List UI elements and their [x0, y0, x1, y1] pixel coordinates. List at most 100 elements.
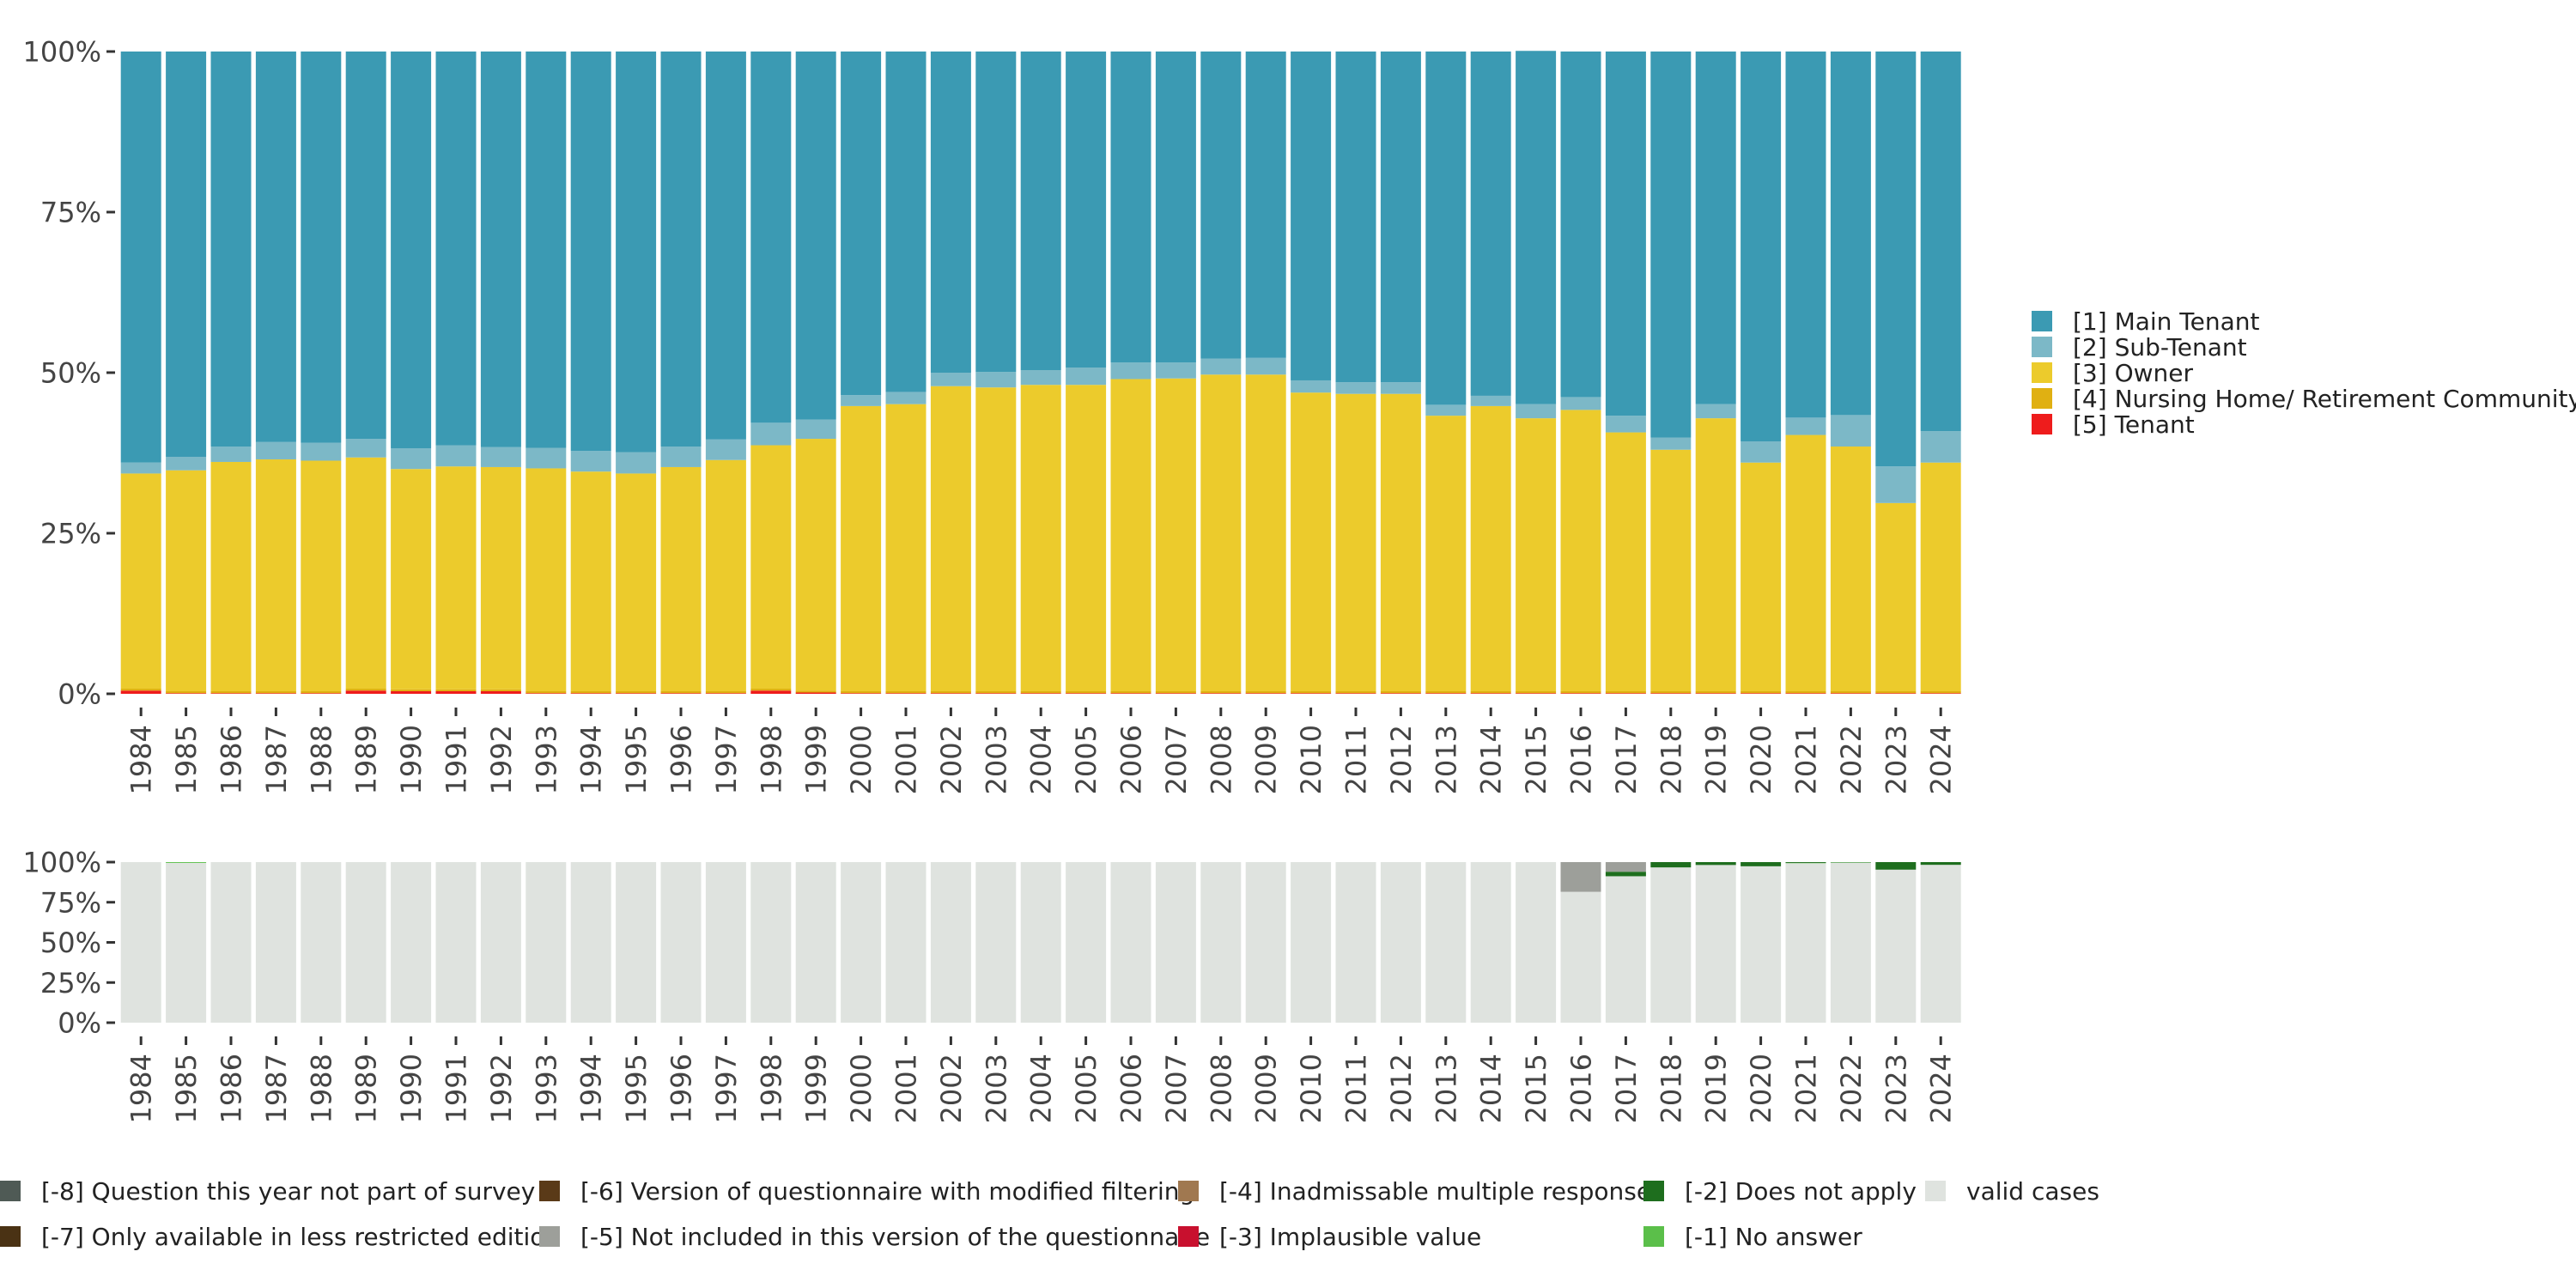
main-bar-2023-2-sub-tenant	[1875, 466, 1917, 503]
main-bar-1992-4-nursing-home-retirement-community	[480, 689, 521, 692]
missing-x-tick-label: 1995	[620, 1054, 653, 1123]
main-bar-2022-1-main-tenant	[1830, 52, 1871, 416]
main-x-tick-label: 1996	[665, 725, 698, 794]
missing-bar-2013-valid-cases	[1425, 862, 1467, 1023]
missing-bar-1993-valid-cases	[526, 862, 567, 1023]
main-bar-1984-5-tenant	[120, 690, 161, 694]
main-x-tick-label: 1997	[710, 725, 743, 794]
main-bar-2008-5-tenant	[1200, 693, 1242, 694]
main-bar-1994-5-tenant	[570, 693, 611, 694]
main-bar-2002-5-tenant	[930, 693, 971, 694]
main-bar-1999-4-nursing-home-retirement-community	[795, 690, 836, 693]
missing-x-tick-label: 2022	[1835, 1054, 1868, 1123]
missing-bar-1991-valid-cases	[435, 862, 477, 1023]
main-bar-1996-2-sub-tenant	[660, 447, 702, 467]
missing-bar-2009-valid-cases	[1245, 862, 1286, 1023]
missing-bar-1994-valid-cases	[570, 862, 611, 1023]
missing-x-tick-label: 1988	[305, 1054, 337, 1123]
main-bar-1989-1-main-tenant	[345, 52, 386, 440]
missing-legend-swatch-2-does-not-apply	[1643, 1181, 1664, 1201]
main-bar-2017-4-nursing-home-retirement-community	[1605, 691, 1646, 694]
missing-legend-label-5-not-included-in-this-version-of-the-questionnaire: [-5] Not included in this version of the…	[580, 1223, 1210, 1251]
main-bar-2024-5-tenant	[1920, 693, 1961, 694]
main-bar-2011-2-sub-tenant	[1335, 382, 1376, 394]
main-bar-2014-1-main-tenant	[1470, 52, 1511, 396]
main-x-tick-label: 2009	[1250, 725, 1283, 794]
main-bar-2015-2-sub-tenant	[1516, 404, 1557, 419]
missing-chart-x-axis: 1984 1985 1986 1987 1988 1989 1990 1991 1992 1993…	[125, 1036, 1958, 1123]
missing-x-tick-label: 2004	[1025, 1054, 1058, 1123]
main-bar-1984-2-sub-tenant	[120, 462, 161, 474]
main-bar-2019-4-nursing-home-retirement-community	[1695, 691, 1736, 694]
main-bar-2005-2-sub-tenant	[1066, 368, 1107, 386]
missing-x-tick-label: 2024	[1925, 1054, 1958, 1123]
main-bar-1993-4-nursing-home-retirement-community	[526, 691, 567, 694]
main-bar-1992-3-owner	[480, 466, 521, 690]
missing-x-tick-label: 2011	[1340, 1054, 1373, 1123]
missing-legend-label-7-only-available-in-less-restricted-edition: [-7] Only available in less restricted e…	[41, 1223, 560, 1251]
main-bar-1988-1-main-tenant	[301, 52, 342, 443]
missing-bar-1985-valid-cases	[166, 862, 207, 1023]
main-bar-2023-3-owner	[1875, 502, 1917, 692]
main-bar-2001-1-main-tenant	[885, 52, 927, 392]
missing-bar-1988-valid-cases	[301, 862, 342, 1023]
main-bar-2000-5-tenant	[841, 693, 882, 694]
missing-y-tick-label: 0%	[58, 1007, 101, 1040]
main-x-tick-label: 2017	[1610, 725, 1643, 794]
missing-x-tick-label: 1994	[575, 1054, 608, 1123]
missing-x-tick-label: 2016	[1565, 1054, 1598, 1123]
missing-x-tick-label: 2010	[1295, 1054, 1327, 1123]
missing-legend-label-8-question-this-year-not-part-of-survey: [-8] Question this year not part of surv…	[41, 1177, 535, 1206]
missing-bar-2018-2-does-not-apply	[1650, 862, 1692, 868]
main-bar-2009-5-tenant	[1245, 693, 1286, 694]
main-bar-2004-1-main-tenant	[1020, 52, 1061, 371]
main-bar-1987-5-tenant	[255, 693, 296, 694]
main-y-tick-label: 50%	[40, 357, 101, 390]
main-bar-2016-1-main-tenant	[1560, 52, 1601, 398]
main-bar-1986-1-main-tenant	[210, 52, 252, 447]
main-bar-2007-2-sub-tenant	[1155, 362, 1196, 379]
main-bar-2004-4-nursing-home-retirement-community	[1020, 691, 1061, 694]
main-bar-2001-4-nursing-home-retirement-community	[885, 691, 927, 694]
main-bar-1995-5-tenant	[616, 693, 657, 694]
missing-x-tick-label: 2008	[1205, 1054, 1237, 1123]
missing-legend-swatch-1-no-answer	[1643, 1226, 1664, 1247]
main-x-tick-label: 2006	[1115, 725, 1148, 794]
main-x-tick-label: 2007	[1160, 725, 1193, 794]
main-x-tick-label: 2016	[1565, 725, 1598, 794]
main-bar-1989-3-owner	[345, 457, 386, 690]
missing-bar-1989-valid-cases	[345, 862, 386, 1023]
missing-bar-2017-valid-cases	[1605, 876, 1646, 1023]
main-bar-1991-1-main-tenant	[435, 52, 477, 446]
main-bar-1985-5-tenant	[166, 693, 207, 694]
main-bar-2017-5-tenant	[1605, 693, 1646, 694]
main-bar-2020-5-tenant	[1741, 693, 1782, 694]
missing-x-tick-label: 1985	[170, 1054, 203, 1123]
main-bar-1991-3-owner	[435, 466, 477, 690]
main-legend-swatch-4-nursing-home-retirement-community	[2032, 388, 2052, 409]
main-bar-2024-1-main-tenant	[1920, 52, 1961, 432]
main-bar-1987-3-owner	[255, 459, 296, 692]
main-bar-1994-1-main-tenant	[570, 52, 611, 452]
main-bar-2014-5-tenant	[1470, 693, 1511, 694]
missing-x-tick-label: 1997	[710, 1054, 743, 1123]
main-bar-2018-2-sub-tenant	[1650, 437, 1692, 450]
missing-bar-1986-valid-cases	[210, 862, 252, 1023]
main-bar-1993-3-owner	[526, 468, 567, 692]
missing-legend-label-2-does-not-apply: [-2] Does not apply	[1685, 1177, 1917, 1206]
main-bar-2010-2-sub-tenant	[1291, 380, 1332, 393]
main-bar-2001-3-owner	[885, 404, 927, 692]
main-bar-2023-4-nursing-home-retirement-community	[1875, 691, 1917, 694]
main-bar-1986-4-nursing-home-retirement-community	[210, 691, 252, 694]
missing-legend-swatch-4-inadmissable-multiple-response	[1178, 1181, 1199, 1201]
main-bar-2021-2-sub-tenant	[1785, 417, 1826, 435]
main-bar-2004-2-sub-tenant	[1020, 370, 1061, 386]
main-bar-2000-1-main-tenant	[841, 52, 882, 396]
main-x-tick-label: 2021	[1790, 725, 1823, 794]
missing-bar-2016-valid-cases	[1560, 891, 1601, 1023]
main-bar-2000-3-owner	[841, 405, 882, 692]
main-bar-2003-5-tenant	[975, 693, 1017, 694]
missing-legend-swatch-3-implausible-value	[1178, 1226, 1199, 1247]
main-bar-2007-4-nursing-home-retirement-community	[1155, 691, 1196, 694]
main-x-tick-label: 2003	[980, 725, 1012, 794]
